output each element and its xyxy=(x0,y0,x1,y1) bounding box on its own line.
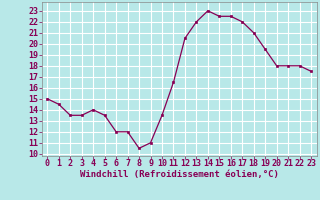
X-axis label: Windchill (Refroidissement éolien,°C): Windchill (Refroidissement éolien,°C) xyxy=(80,170,279,179)
